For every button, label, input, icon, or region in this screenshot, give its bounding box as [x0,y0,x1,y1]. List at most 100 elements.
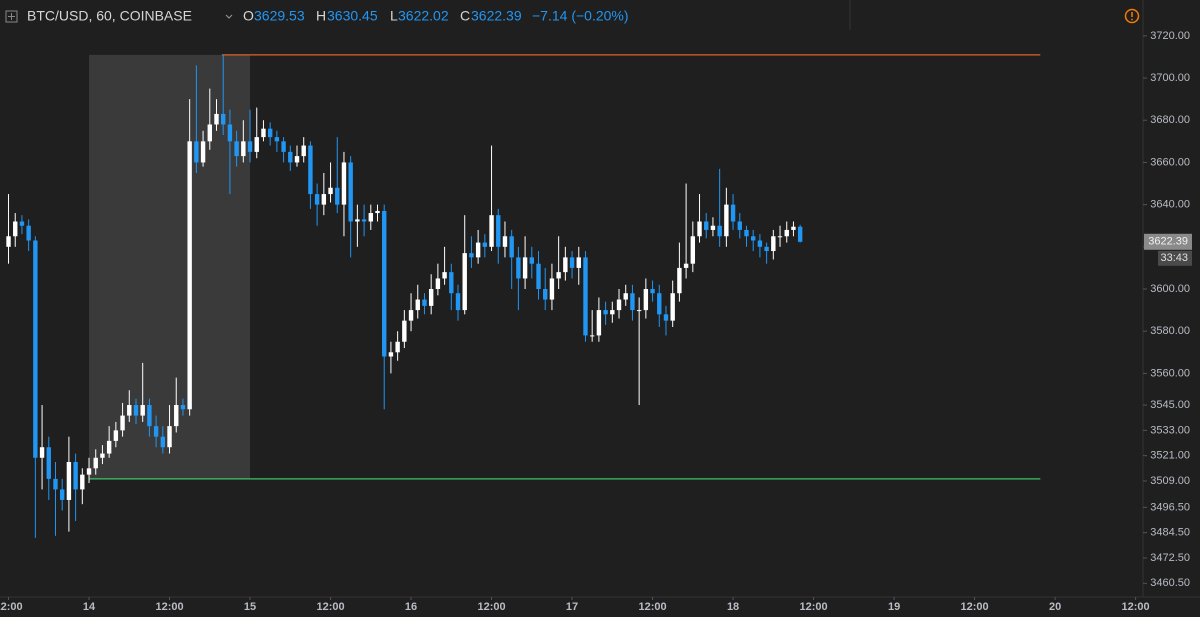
candle-body [516,257,521,279]
candle-body [442,272,447,279]
candle-body [26,225,31,241]
candle-body [267,128,273,138]
candle-body [46,447,51,479]
ohlc-label: C [460,8,470,24]
candle-body [140,405,145,416]
x-tick-label: 18 [727,601,739,613]
candle-body [569,257,575,268]
y-tick-label: 3560.00 [1150,367,1190,379]
ohlc-value: 3630.45 [327,8,378,24]
ohlc-value: 3622.02 [398,8,449,24]
candle-body [207,124,212,142]
candle-body [791,226,796,230]
candle-body [301,145,306,157]
candle-body [167,426,172,448]
y-tick-label: 3680.00 [1150,114,1190,126]
candle-body [234,141,239,157]
x-tick-label: 17 [566,601,578,613]
change: −7.14 (−0.20%) [532,8,629,24]
candle-body [623,293,628,300]
candle-body [455,293,461,311]
candle-body [643,289,649,311]
candle-body [39,447,45,458]
candle-body [66,461,72,500]
candle-body [281,141,286,152]
x-tick-label: 12:00 [638,601,666,613]
candle-body [274,137,280,142]
candle-body [697,221,702,237]
candle-body [690,236,696,264]
candle-body [663,314,669,321]
candle-body [335,187,340,205]
x-tick-label: 20 [1049,601,1061,613]
candle-body [589,335,595,337]
candle-body [636,310,642,312]
candle-body [683,263,689,268]
candle-body [261,128,266,138]
candle-body [750,236,756,241]
y-tick-label: 3533.00 [1150,424,1190,436]
candle-body [241,141,246,157]
candle-body [469,253,474,258]
candle-body [717,225,722,237]
candle-body [777,236,783,238]
candle-body [596,310,602,336]
candle-body [214,113,219,125]
candle-body [402,320,407,342]
candle-body [415,299,420,311]
candle-body [543,289,548,300]
ohlc-value: 3629.53 [254,8,305,24]
candle-body [616,299,622,311]
countdown-label: 33:43 [1160,252,1188,264]
candle-body [160,436,166,448]
candle-body [53,478,58,490]
y-tick-label: 3600.00 [1150,283,1190,295]
candle-body [603,310,608,315]
candle-body [73,461,78,490]
candle-body [482,242,488,247]
y-tick-label: 3509.00 [1150,475,1190,487]
candle-body [308,145,313,195]
candle-body [710,225,716,230]
candle-body [382,210,387,357]
candle-body [462,253,467,311]
y-tick-label: 3720.00 [1150,30,1190,42]
candle-body [529,257,535,264]
x-tick-label: 12:00 [1122,601,1150,613]
candle-body [19,221,25,226]
y-tick-label: 3580.00 [1150,325,1190,337]
x-tick-label: 12:00 [477,601,505,613]
x-tick-label: 15 [244,601,256,613]
y-tick-label: 3472.50 [1150,552,1190,564]
candle-body [6,236,11,247]
alert-icon [1131,18,1133,21]
candle-body [80,474,85,490]
expand-icon[interactable] [5,10,18,23]
x-tick-label: 12:00 [155,601,183,613]
candle-body [784,229,789,237]
candle-body [388,352,394,357]
candle-body [33,240,38,458]
candle-body [194,141,199,163]
candle-body [227,124,233,142]
y-tick-label: 3700.00 [1150,72,1190,84]
candle-body [153,426,159,437]
candle-body [247,141,253,152]
candle-body [368,213,373,222]
candle-body [502,236,508,247]
x-tick-label: 12:00 [800,601,828,613]
candle-body [294,156,300,163]
x-tick-label: 12:00 [316,601,344,613]
symbol[interactable]: BTC/USD, 60, COINBASE [27,8,192,24]
candle-body [435,278,441,290]
x-tick-label: 12:00 [961,601,989,613]
candle-body [797,226,803,242]
dropdown-icon[interactable] [225,14,233,19]
candle-body [610,310,615,315]
y-tick-label: 3640.00 [1150,199,1190,211]
candle-body [395,341,400,353]
alert-icon[interactable] [1124,8,1140,24]
candle-body [341,162,347,205]
ohlc-label: L [390,8,398,24]
